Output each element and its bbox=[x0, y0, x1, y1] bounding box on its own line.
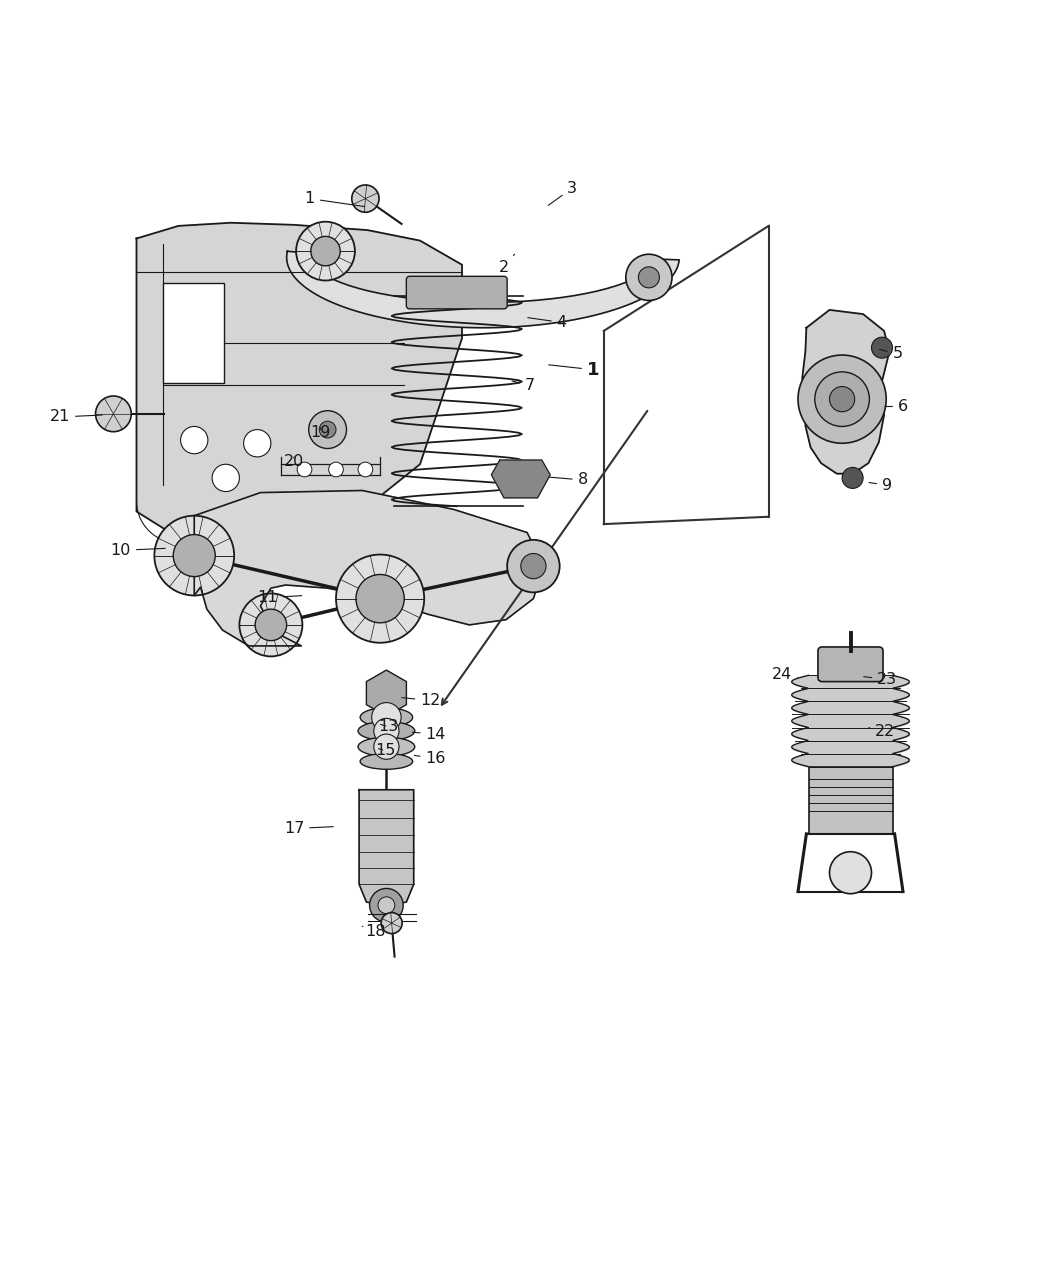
FancyBboxPatch shape bbox=[406, 277, 507, 309]
Text: 7: 7 bbox=[512, 377, 536, 393]
Text: 1: 1 bbox=[304, 191, 364, 207]
Circle shape bbox=[296, 222, 355, 280]
Circle shape bbox=[255, 609, 287, 640]
Circle shape bbox=[352, 185, 379, 212]
Polygon shape bbox=[194, 491, 544, 646]
Circle shape bbox=[381, 913, 402, 933]
Circle shape bbox=[842, 468, 863, 488]
Text: 19: 19 bbox=[310, 426, 331, 440]
Circle shape bbox=[356, 575, 404, 622]
Circle shape bbox=[96, 397, 131, 432]
Text: 20: 20 bbox=[284, 454, 304, 469]
Circle shape bbox=[244, 430, 271, 456]
Ellipse shape bbox=[358, 737, 415, 756]
Text: 3: 3 bbox=[548, 181, 578, 205]
Circle shape bbox=[297, 462, 312, 477]
Text: 5: 5 bbox=[880, 347, 903, 362]
Circle shape bbox=[370, 889, 403, 922]
Text: 8: 8 bbox=[549, 473, 588, 487]
Text: 6: 6 bbox=[885, 399, 908, 414]
Circle shape bbox=[329, 462, 343, 477]
Polygon shape bbox=[491, 460, 550, 497]
Circle shape bbox=[507, 539, 560, 593]
Text: 1: 1 bbox=[549, 361, 600, 379]
Text: 23: 23 bbox=[864, 672, 898, 687]
Ellipse shape bbox=[360, 754, 413, 769]
Text: 2: 2 bbox=[499, 254, 514, 275]
Circle shape bbox=[798, 354, 886, 444]
Text: 13: 13 bbox=[378, 719, 399, 734]
Text: 18: 18 bbox=[362, 924, 386, 938]
Bar bbox=[808, 766, 892, 834]
Circle shape bbox=[336, 555, 424, 643]
Circle shape bbox=[309, 411, 346, 449]
Circle shape bbox=[212, 464, 239, 492]
Text: 4: 4 bbox=[528, 315, 567, 330]
Circle shape bbox=[311, 236, 340, 265]
Circle shape bbox=[830, 386, 855, 412]
Circle shape bbox=[521, 553, 546, 579]
Circle shape bbox=[626, 254, 672, 301]
Ellipse shape bbox=[358, 722, 415, 741]
Text: 9: 9 bbox=[869, 478, 892, 492]
Circle shape bbox=[181, 426, 208, 454]
Text: 11: 11 bbox=[257, 590, 301, 606]
Circle shape bbox=[374, 734, 399, 760]
Text: 22: 22 bbox=[869, 724, 896, 740]
Circle shape bbox=[358, 462, 373, 477]
Circle shape bbox=[239, 593, 302, 657]
Circle shape bbox=[372, 703, 401, 732]
Circle shape bbox=[830, 852, 871, 894]
Polygon shape bbox=[802, 310, 889, 474]
Bar bbox=[163, 283, 224, 384]
Polygon shape bbox=[287, 251, 679, 328]
Circle shape bbox=[815, 372, 869, 426]
Circle shape bbox=[638, 266, 659, 288]
Circle shape bbox=[872, 337, 892, 358]
Text: 21: 21 bbox=[49, 409, 102, 425]
Circle shape bbox=[374, 718, 399, 743]
Text: 14: 14 bbox=[413, 727, 446, 742]
Circle shape bbox=[154, 515, 234, 595]
Text: 10: 10 bbox=[110, 543, 165, 558]
FancyBboxPatch shape bbox=[818, 646, 883, 682]
Text: 15: 15 bbox=[375, 743, 396, 759]
Circle shape bbox=[173, 534, 215, 576]
Text: 17: 17 bbox=[284, 821, 333, 836]
Polygon shape bbox=[136, 223, 462, 543]
Text: 12: 12 bbox=[402, 694, 441, 708]
Circle shape bbox=[319, 421, 336, 439]
Text: 16: 16 bbox=[415, 751, 446, 766]
Circle shape bbox=[378, 896, 395, 914]
Polygon shape bbox=[359, 789, 414, 905]
Text: 24: 24 bbox=[772, 667, 798, 682]
Ellipse shape bbox=[360, 708, 413, 727]
